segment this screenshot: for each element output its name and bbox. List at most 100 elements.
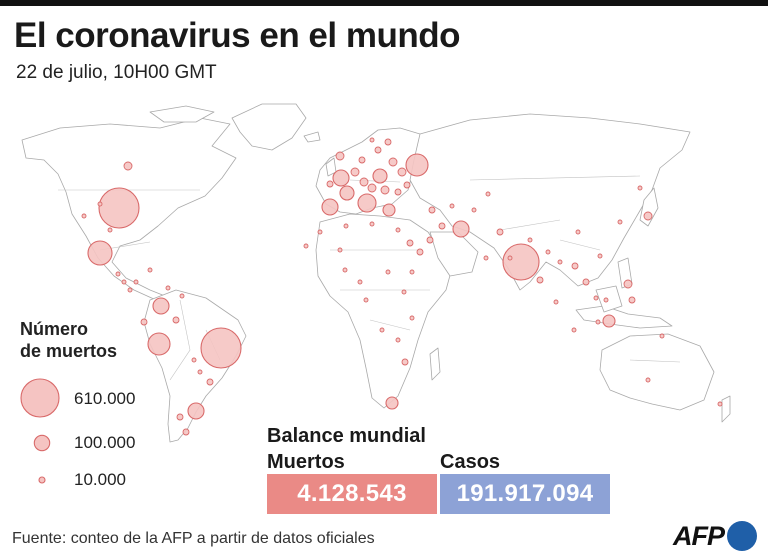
death-bubble [645,377,651,383]
death-bubble [385,396,399,410]
death-bubble [350,167,360,177]
death-bubble [87,240,113,266]
death-bubble [502,243,540,281]
death-bubble [545,249,551,255]
death-bubble [388,157,398,167]
death-bubble [179,293,185,299]
arctic-islands-shape [149,105,215,123]
death-bubble [359,177,369,187]
death-bubble [471,207,477,213]
death-bubble [81,213,87,219]
death-bubble [603,297,609,303]
legend-title-line2: de muertos [20,341,118,361]
death-bubble [379,327,385,333]
death-bubble [394,188,402,196]
legend-label-medium: 100.000 [74,433,136,452]
death-bubble [182,428,190,436]
death-bubble [557,259,563,265]
death-bubble [536,276,544,284]
afp-logo: AFP [673,519,757,553]
balance-title: Balance mundial [267,425,426,447]
death-bubble [643,211,653,221]
australia-shape [599,333,715,411]
legend-bubbles [20,378,60,484]
death-bubble [595,319,601,325]
deaths-value-box: 4.128.543 [267,474,437,514]
legend-title: Número de muertos [20,318,117,362]
death-bubble [575,229,581,235]
legend-bubble [38,476,46,484]
death-bubble [303,243,309,249]
death-bubble [485,191,491,197]
death-bubble [602,314,616,328]
death-bubble [401,358,409,366]
afp-logo-text: AFP [673,520,725,551]
death-bubble [717,401,723,407]
afp-logo-dot [727,521,757,551]
death-bubble [395,227,401,233]
death-bubble [152,297,170,315]
death-bubble [380,185,390,195]
death-bubble [147,267,153,273]
death-bubble [571,262,579,270]
death-bubble [628,296,636,304]
death-bubble [200,327,242,369]
death-bubble [395,337,401,343]
death-bubble [382,203,396,217]
death-bubble [401,289,407,295]
death-bubble [403,181,411,189]
death-bubble [409,315,415,321]
death-bubble [409,269,415,275]
death-bubble [438,222,446,230]
new-zealand-shape [721,395,731,423]
death-bubble [369,137,375,143]
death-bubble [582,278,590,286]
legend-bubble [20,378,60,418]
death-bubble [121,279,127,285]
death-bubble [197,369,203,375]
death-bubble [374,146,382,154]
death-bubble [416,248,424,256]
death-bubble [406,239,414,247]
death-bubble [140,318,148,326]
death-bubble [123,161,133,171]
death-bubble [426,236,434,244]
death-bubble [623,279,633,289]
death-bubble [637,185,643,191]
death-bubble [428,206,436,214]
legend-title-line1: Número [20,319,89,339]
death-bubble [342,267,348,273]
death-bubble [115,271,121,277]
borneo-shape [595,285,623,313]
legend-label-large: 610.000 [74,389,136,408]
death-bubble [321,198,339,216]
greenland-shape [231,103,307,151]
death-bubble [176,413,184,421]
death-bubble [332,169,350,187]
death-bubble [483,255,489,261]
death-bubble [397,167,407,177]
death-bubble [593,295,599,301]
death-bubble [369,221,375,227]
death-bubble [367,183,377,193]
death-bubble [343,223,349,229]
cases-value-box: 191.917.094 [440,474,610,514]
madagascar-shape [429,347,441,381]
indonesia-shape [575,305,673,329]
death-bubble [98,187,140,229]
death-bubble [358,156,366,164]
death-bubble [191,357,197,363]
iceland-shape [303,131,321,143]
death-bubble [384,138,392,146]
deaths-label: Muertos [267,451,345,473]
death-bubble [337,247,343,253]
legend-label-small: 10.000 [74,470,126,489]
source-note: Fuente: conteo de la AFP a partir de dat… [12,530,375,547]
death-bubble [553,299,559,305]
death-bubble [107,227,113,233]
death-bubble [571,327,577,333]
death-bubble [617,219,623,225]
death-bubbles [81,137,723,436]
death-bubble [372,168,388,184]
